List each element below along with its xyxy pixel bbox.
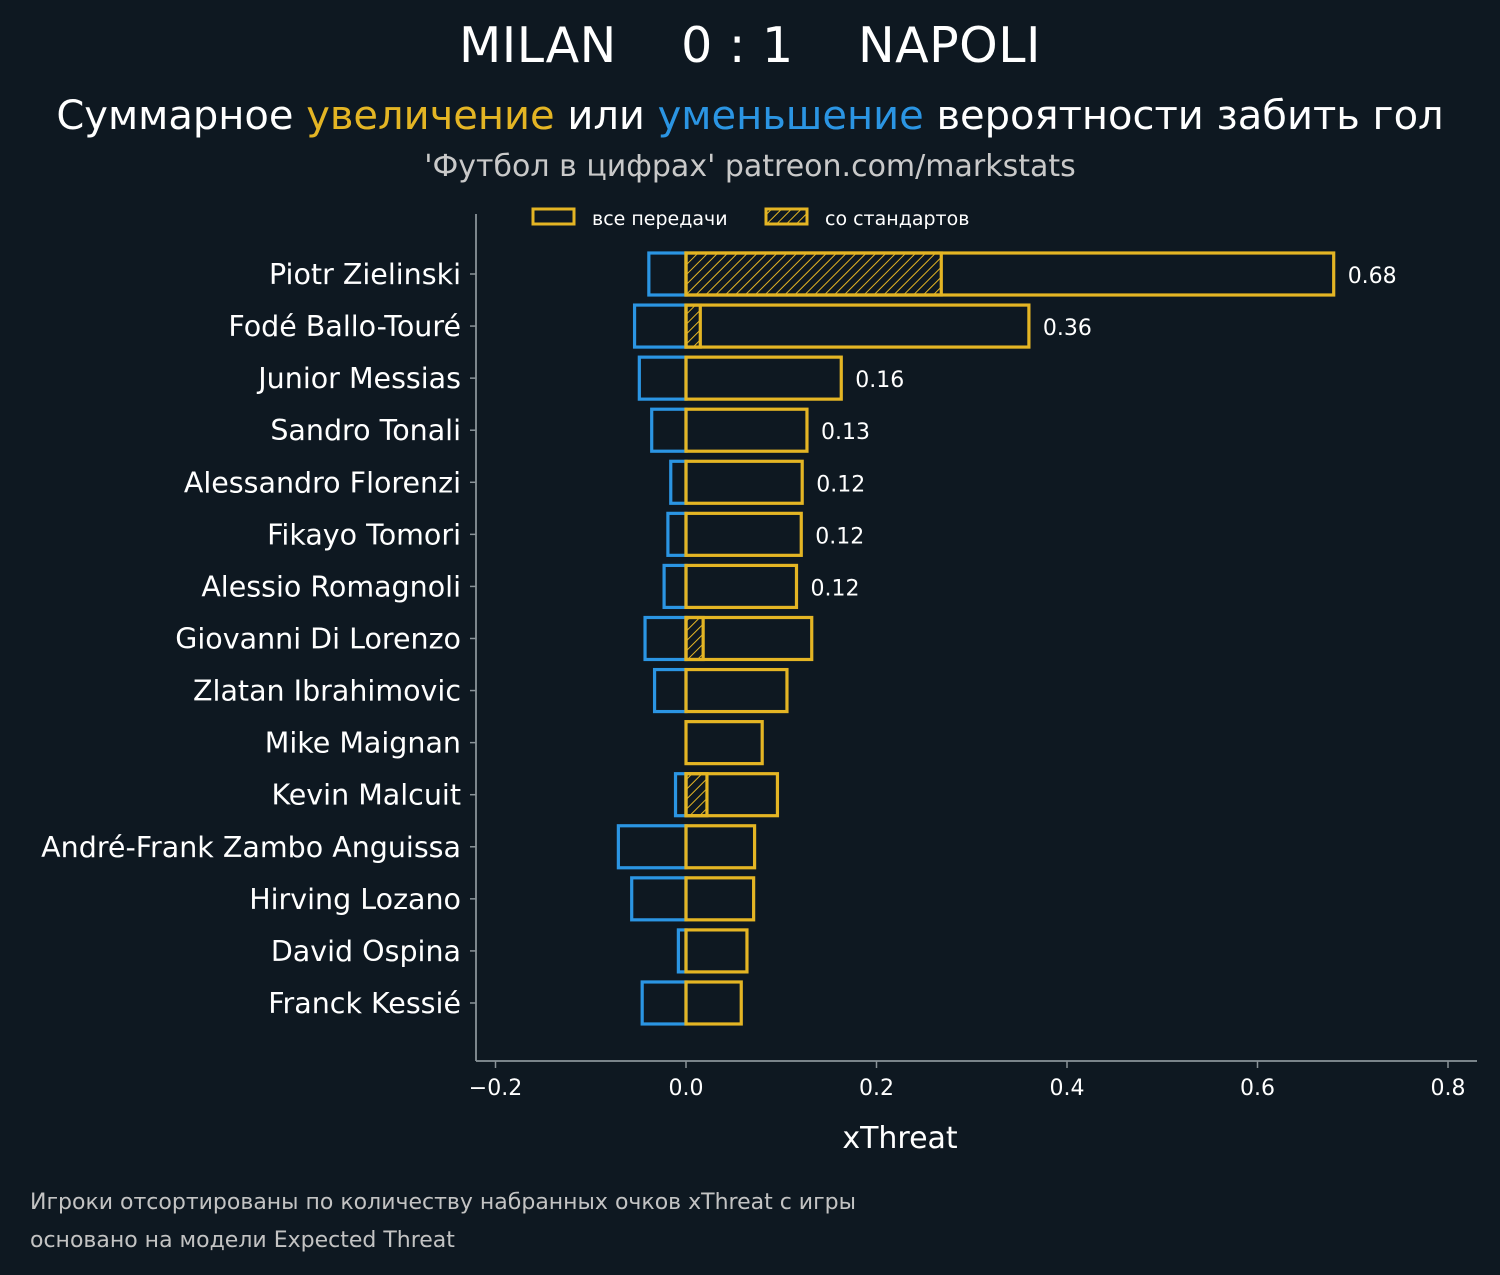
x-tick-label: 0.4 xyxy=(1050,1076,1085,1101)
y-tick-label: David Ospina xyxy=(271,935,461,968)
bar-all-passes xyxy=(684,615,814,662)
y-tick-label: Fodé Ballo-Touré xyxy=(228,310,461,343)
bar-negative xyxy=(662,563,688,610)
legend-swatch-set-pieces xyxy=(764,207,809,226)
bar-all-passes xyxy=(684,667,789,714)
x-tick-label: 0.0 xyxy=(669,1076,704,1101)
bar-negative xyxy=(640,980,688,1026)
bar-set-pieces xyxy=(684,251,943,297)
bar-all-passes xyxy=(684,355,843,401)
bar-negative xyxy=(666,511,688,557)
chart-subtitle: Суммарное увеличение или уменьшение веро… xyxy=(0,88,1500,144)
bar-all-passes xyxy=(684,928,749,974)
bar-negative xyxy=(637,355,688,401)
data-label: 0.68 xyxy=(1348,264,1397,289)
bar-all-passes xyxy=(684,511,803,557)
footnote: Игроки отсортированы по количеству набра… xyxy=(30,1184,856,1260)
subtitle-part-3: вероятности забить гол xyxy=(923,93,1444,139)
bar-set-pieces xyxy=(684,615,705,662)
subtitle-part-2: или xyxy=(554,93,658,139)
y-tick-label: Kevin Malcuit xyxy=(271,779,461,812)
bar-negative xyxy=(669,459,688,505)
y-tick-label: Mike Maignan xyxy=(265,727,461,760)
bar-all-passes xyxy=(684,251,1336,297)
x-tick-label: 0.8 xyxy=(1431,1076,1466,1101)
y-tick-label: Hirving Lozano xyxy=(249,883,461,916)
y-tick-label: Alessio Romagnoli xyxy=(201,570,461,603)
bar-all-passes xyxy=(684,459,804,505)
bar-set-pieces xyxy=(684,772,709,818)
x-tick-label: −0.2 xyxy=(469,1076,522,1101)
bar-all-passes xyxy=(684,876,756,922)
bar-set-pieces xyxy=(684,303,702,349)
subtitle-decrease-word: уменьшение xyxy=(657,93,924,139)
bar-all-passes xyxy=(684,563,799,610)
data-label: 0.12 xyxy=(810,576,859,601)
y-tick-label: Sandro Tonali xyxy=(270,414,461,447)
y-tick-label: Fikayo Tomori xyxy=(267,518,461,551)
x-tick-label: 0.2 xyxy=(859,1076,894,1101)
y-tick-label: Piotr Zielinski xyxy=(269,258,461,291)
subtitle-part-1: Суммарное xyxy=(56,93,307,139)
y-tick-label: Alessandro Florenzi xyxy=(184,466,461,499)
y-tick-label: Franck Kessié xyxy=(268,987,461,1020)
bar-negative xyxy=(643,615,688,662)
data-label: 0.16 xyxy=(855,368,904,393)
bar-negative xyxy=(650,407,688,453)
x-tick-label: 0.6 xyxy=(1240,1076,1275,1101)
bar-negative xyxy=(652,667,688,714)
data-label: 0.13 xyxy=(821,420,870,445)
y-tick-label: Giovanni Di Lorenzo xyxy=(175,622,461,655)
footnote-line-1: Игроки отсортированы по количеству набра… xyxy=(30,1190,856,1215)
x-axis-label: xThreat xyxy=(842,1121,958,1156)
bar-all-passes xyxy=(684,407,809,453)
bar-negative xyxy=(630,876,688,922)
bar-all-passes xyxy=(684,720,764,766)
bar-all-passes xyxy=(684,980,743,1026)
y-tick-label: André-Frank Zambo Anguissa xyxy=(41,831,461,864)
footnote-line-2: основано на модели Expected Threat xyxy=(30,1228,455,1253)
data-label: 0.12 xyxy=(815,524,864,549)
legend-label-set-pieces: со стандартов xyxy=(825,208,969,230)
bar-negative xyxy=(647,251,688,297)
legend-label-all-passes: все передачи xyxy=(592,208,728,230)
y-tick-label: Zlatan Ibrahimovic xyxy=(193,675,461,708)
chart-title: MILAN 0 : 1 NAPOLI xyxy=(459,17,1041,74)
bar-negative xyxy=(632,303,688,349)
data-label: 0.12 xyxy=(816,472,865,497)
bar-all-passes xyxy=(684,772,780,818)
subtitle-increase-word: увеличение xyxy=(306,93,555,139)
legend-swatch-all-passes xyxy=(531,207,576,226)
bar-all-passes xyxy=(684,824,757,870)
chart-source: 'Футбол в цифрах' patreon.com/markstats xyxy=(424,149,1076,184)
y-tick-label: Junior Messias xyxy=(256,362,461,395)
data-label: 0.36 xyxy=(1043,316,1092,341)
bar-all-passes xyxy=(684,303,1031,349)
bar-negative xyxy=(616,824,688,870)
